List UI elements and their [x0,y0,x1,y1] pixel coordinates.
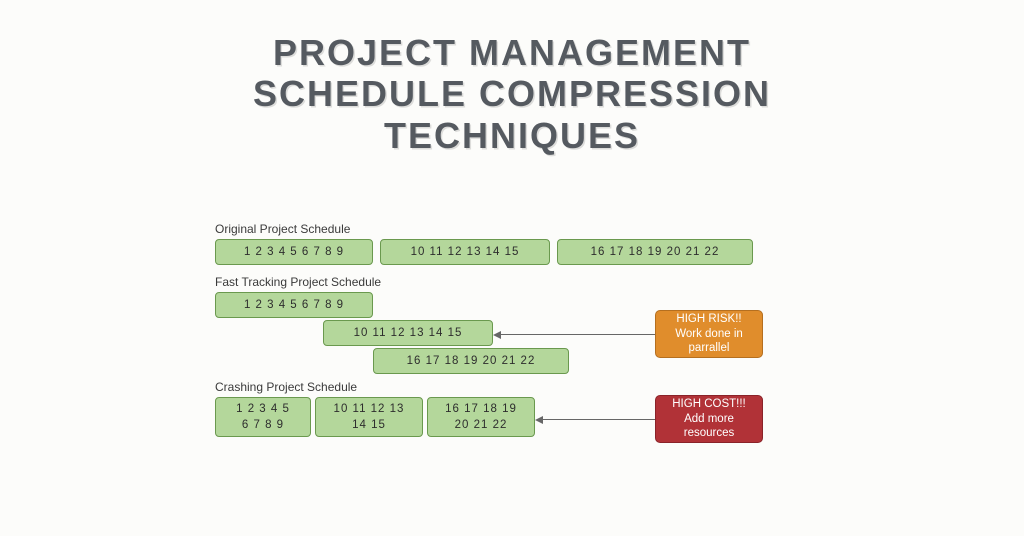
title-line-2: SCHEDULE COMPRESSION [0,73,1024,114]
fasttrack-bar-1: 1 2 3 4 5 6 7 8 9 [215,292,373,318]
original-bar-1: 1 2 3 4 5 6 7 8 9 [215,239,373,265]
crashing-label: Crashing Project Schedule [215,380,855,394]
callout-text: HIGH COST!!! [672,397,745,412]
callout-text: Add more [684,412,734,427]
original-bar-2: 10 11 12 13 14 15 [380,239,550,265]
crashing-bar-2: 10 11 12 13 14 15 [315,397,423,437]
fasttrack-bar-2: 10 11 12 13 14 15 [323,320,493,346]
crashing-arrow-head-icon [535,416,543,424]
schedule-diagram: Original Project Schedule 1 2 3 4 5 6 7 … [215,212,855,441]
fasttrack-block: 1 2 3 4 5 6 7 8 9 10 11 12 13 14 15 16 1… [215,292,855,370]
title-line-1: PROJECT MANAGEMENT [0,32,1024,73]
page-title: PROJECT MANAGEMENT SCHEDULE COMPRESSION … [0,0,1024,156]
fasttrack-arrow-head-icon [493,331,501,339]
crashing-bar-1: 1 2 3 4 5 6 7 8 9 [215,397,311,437]
original-row: 1 2 3 4 5 6 7 8 9 10 11 12 13 14 15 16 1… [215,239,855,265]
high-risk-callout: HIGH RISK!! Work done in parrallel [655,310,763,358]
crashing-arrow-line [541,419,655,420]
crashing-bar-3: 16 17 18 19 20 21 22 [427,397,535,437]
fasttrack-label: Fast Tracking Project Schedule [215,275,855,289]
callout-text: parrallel [689,341,730,356]
fasttrack-bar-3: 16 17 18 19 20 21 22 [373,348,569,374]
callout-text: HIGH RISK!! [676,312,741,327]
callout-text: Work done in [675,327,743,342]
original-bar-3: 16 17 18 19 20 21 22 [557,239,753,265]
original-label: Original Project Schedule [215,222,855,236]
high-cost-callout: HIGH COST!!! Add more resources [655,395,763,443]
title-line-3: TECHNIQUES [0,115,1024,156]
callout-text: resources [684,426,735,441]
crashing-block: 1 2 3 4 5 6 7 8 9 10 11 12 13 14 15 16 1… [215,397,855,441]
fasttrack-arrow-line [499,334,655,335]
